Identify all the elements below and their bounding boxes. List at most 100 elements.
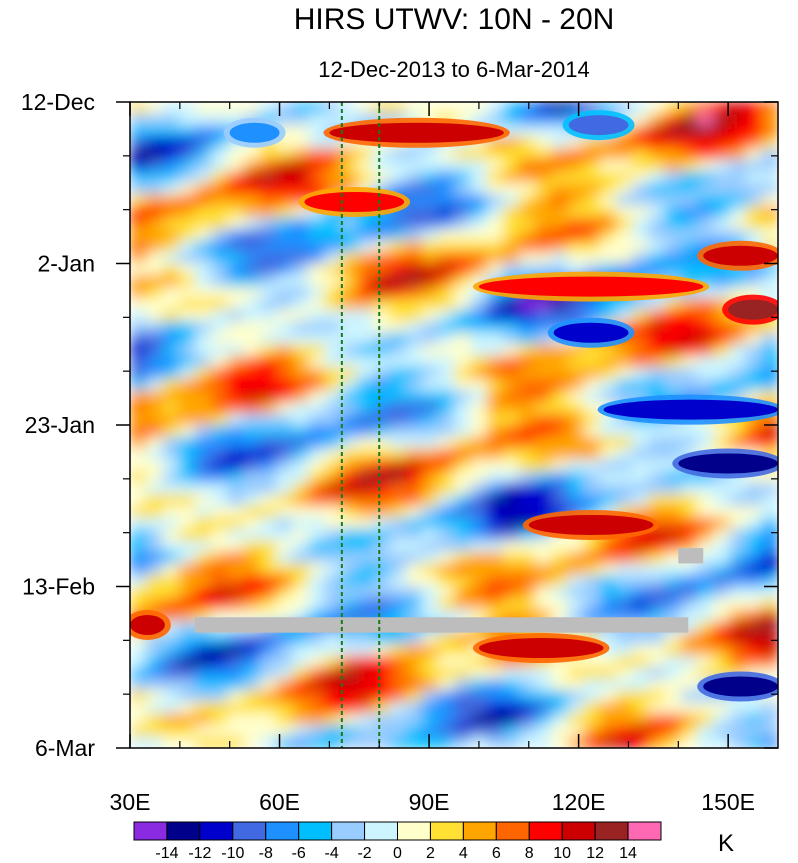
field-cell [162,113,180,126]
field-cell [227,217,245,230]
field-cell [146,309,164,322]
field-cell [211,367,228,380]
field-cell [373,240,390,253]
field-cell [146,390,164,403]
field-cell [454,228,471,242]
field-cell [518,586,536,599]
field-cell [389,667,407,680]
field-cell [535,724,552,738]
field-cell [713,621,731,634]
field-cell [421,459,439,472]
field-cell [405,724,423,738]
field-cell [470,159,488,173]
field-cell [470,724,488,738]
field-cell [437,240,455,253]
field-cell [454,632,471,645]
field-cell [324,413,342,426]
field-cell [259,598,277,611]
field-cell [680,701,698,715]
field-cell [421,713,439,726]
field-cell [130,482,147,496]
field-cell [243,205,261,219]
field-cell [211,482,228,496]
field-cell [421,344,439,357]
field-cell [729,598,747,611]
field-cell [535,228,552,242]
field-cell [486,309,504,322]
field-cell [745,355,763,369]
field-cell [486,321,504,334]
field-cell [437,205,455,219]
field-cell [648,125,666,138]
field-cell [130,494,147,507]
field-cell [308,540,326,553]
field-cell [648,136,666,149]
field-cell [583,471,601,484]
field-cell [599,494,617,507]
field-cell [454,355,471,369]
field-cell [275,159,293,173]
field-cell [259,413,277,426]
field-cell [227,228,245,242]
field-cell [356,586,374,599]
field-cell [713,505,731,519]
field-cell [599,736,617,748]
chart-subtitle: 12-Dec-2013 to 6-Mar-2014 [318,57,589,82]
field-cell [713,378,731,392]
field-cell [664,701,682,715]
field-cell [356,644,374,657]
field-cell [567,367,585,380]
field-cell [518,228,536,242]
field-cell [227,505,245,519]
field-cell [259,344,277,357]
field-cell [729,194,747,207]
field-cell [146,148,164,161]
field-cell [340,436,358,449]
field-cell [227,367,245,380]
field-cell [567,678,585,692]
field-cell [599,436,617,449]
field-cell [340,713,358,726]
field-cell [373,667,390,680]
field-cell [211,736,228,748]
field-cell [421,228,439,242]
field-cell [567,667,585,680]
field-cell [389,309,407,322]
field-cell [761,390,778,403]
field-cell [551,482,569,496]
field-cell [259,667,277,680]
field-cell [567,701,585,715]
field-cell [761,182,778,196]
field-cell [340,390,358,403]
anomaly-feature [130,614,165,635]
field-cell [437,182,455,196]
field-cell [405,655,423,669]
field-cell [146,586,164,599]
field-cell [130,367,147,380]
field-cell [567,540,585,553]
field-cell [178,494,196,507]
field-cell [243,701,261,715]
field-cell [194,194,212,207]
field-cell [599,182,617,196]
field-cell [292,159,309,173]
field-cell [162,667,180,680]
anomaly-feature [603,399,778,420]
field-cell [680,217,698,230]
field-cell [178,528,196,542]
field-cell [454,551,471,565]
field-cell [616,344,633,357]
field-cell [178,390,196,403]
field-cell [664,690,682,703]
field-cell [405,182,423,196]
field-cell [761,609,778,622]
anomaly-feature [703,245,778,266]
field-cell [599,724,617,738]
field-cell [664,194,682,207]
field-cell [130,678,147,692]
field-cell [405,505,423,519]
field-cell [761,171,778,184]
field-cell [146,598,164,611]
field-cell [292,713,309,726]
field-cell [697,701,714,715]
